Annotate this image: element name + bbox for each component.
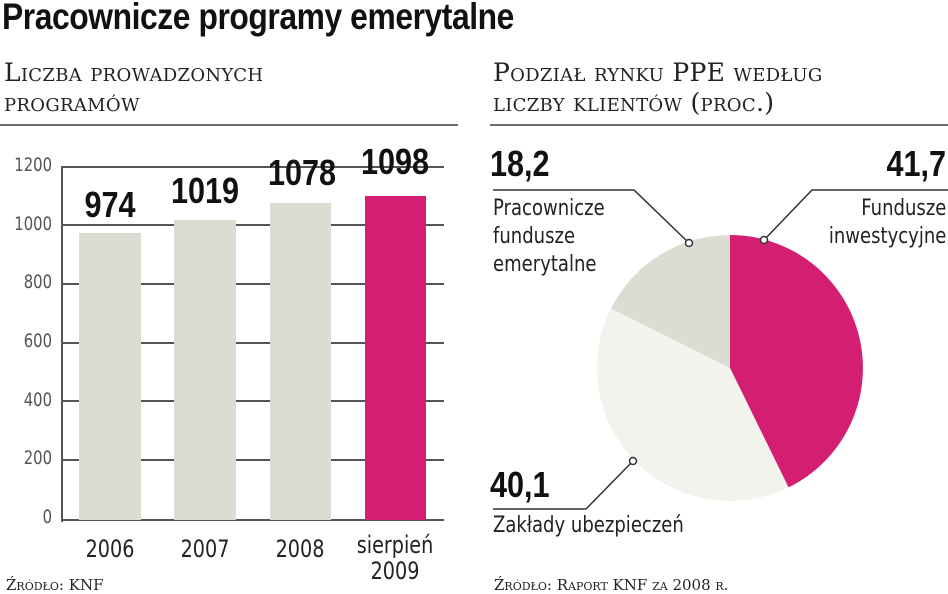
y-axis bbox=[61, 166, 63, 522]
label-fi-line2: inwestycyjne bbox=[828, 224, 946, 249]
x-label-line1: sierpień bbox=[356, 531, 434, 559]
gridline bbox=[62, 283, 444, 285]
pie-chart-subtitle-line2: liczby klientów (proc.) bbox=[493, 88, 775, 117]
y-tick: 800 bbox=[23, 271, 52, 293]
pct-zu: 40,1 bbox=[490, 464, 550, 505]
page-title: Pracownicze programy emerytalne bbox=[2, 0, 514, 37]
gridline bbox=[62, 342, 444, 344]
left-divider bbox=[0, 124, 458, 126]
x-label: sierpień 2009 bbox=[351, 532, 439, 584]
gridline bbox=[62, 400, 444, 402]
pie-chart-subtitle-line1: Podział rynku PPE według bbox=[493, 58, 823, 87]
bar-2006 bbox=[79, 233, 141, 520]
bar-value: 1098 bbox=[360, 141, 430, 182]
label-pfe: Pracownicze fundusze emerytalne bbox=[493, 195, 605, 279]
x-label: 2008 bbox=[275, 535, 325, 563]
gridline bbox=[62, 459, 444, 461]
baseline bbox=[62, 519, 444, 521]
pie-slice-zaklady-ubezpieczen bbox=[596, 308, 789, 501]
label-pfe-line3: emerytalne bbox=[493, 252, 597, 277]
pie-slice-pracownicze-fundusze bbox=[611, 234, 730, 368]
bar-value: 1078 bbox=[267, 152, 337, 193]
leader-line-zu bbox=[493, 460, 634, 510]
bar-2008 bbox=[270, 203, 331, 520]
bar-value: 1019 bbox=[170, 170, 240, 211]
right-divider bbox=[490, 124, 948, 126]
x-label: 2006 bbox=[85, 535, 135, 563]
leader-line-pfe bbox=[493, 189, 690, 244]
pie-chart-subtitle: Podział rynku PPE według liczby klientów… bbox=[493, 58, 823, 118]
pct-fi: 41,7 bbox=[886, 143, 946, 184]
label-pfe-line2: fundusze bbox=[493, 224, 576, 249]
pct-pfe: 18,2 bbox=[490, 143, 550, 184]
bar-value: 974 bbox=[84, 184, 136, 225]
y-tick: 400 bbox=[23, 389, 52, 411]
label-fi-line1: Fundusze bbox=[860, 196, 946, 221]
y-tick: 0 bbox=[42, 506, 52, 528]
label-pfe-line1: Pracownicze bbox=[493, 196, 605, 221]
leader-dot-fi bbox=[759, 235, 769, 245]
pie-slice-fundusze-inwestycyjne bbox=[730, 235, 863, 488]
pie-chart-source: Źródło: Raport KNF za 2008 r. bbox=[494, 576, 729, 594]
leader-dot-zu bbox=[628, 456, 638, 466]
bar-chart-subtitle: Liczba prowadzonych programów bbox=[4, 58, 263, 118]
bar-chart-subtitle-line1: Liczba prowadzonych bbox=[4, 58, 264, 87]
gridline bbox=[62, 166, 444, 168]
label-zu: Zakłady ubezpieczeń bbox=[493, 513, 684, 538]
bar-chart-source: Źródło: KNF bbox=[6, 576, 104, 594]
label-fi: Fundusze inwestycyjne bbox=[828, 195, 946, 251]
leader-dot-pfe bbox=[684, 238, 694, 248]
x-label-line2: 2009 bbox=[370, 557, 420, 585]
leader-line-fi bbox=[763, 189, 948, 241]
y-tick: 1200 bbox=[14, 154, 52, 176]
bar-2009 bbox=[365, 196, 426, 520]
bar-2007 bbox=[174, 220, 236, 520]
y-tick: 1000 bbox=[14, 213, 52, 235]
x-label: 2007 bbox=[180, 535, 230, 563]
y-tick: 600 bbox=[23, 330, 52, 352]
y-tick: 200 bbox=[23, 447, 52, 469]
gridline bbox=[62, 224, 444, 226]
bar-chart-subtitle-line2: programów bbox=[4, 88, 140, 117]
